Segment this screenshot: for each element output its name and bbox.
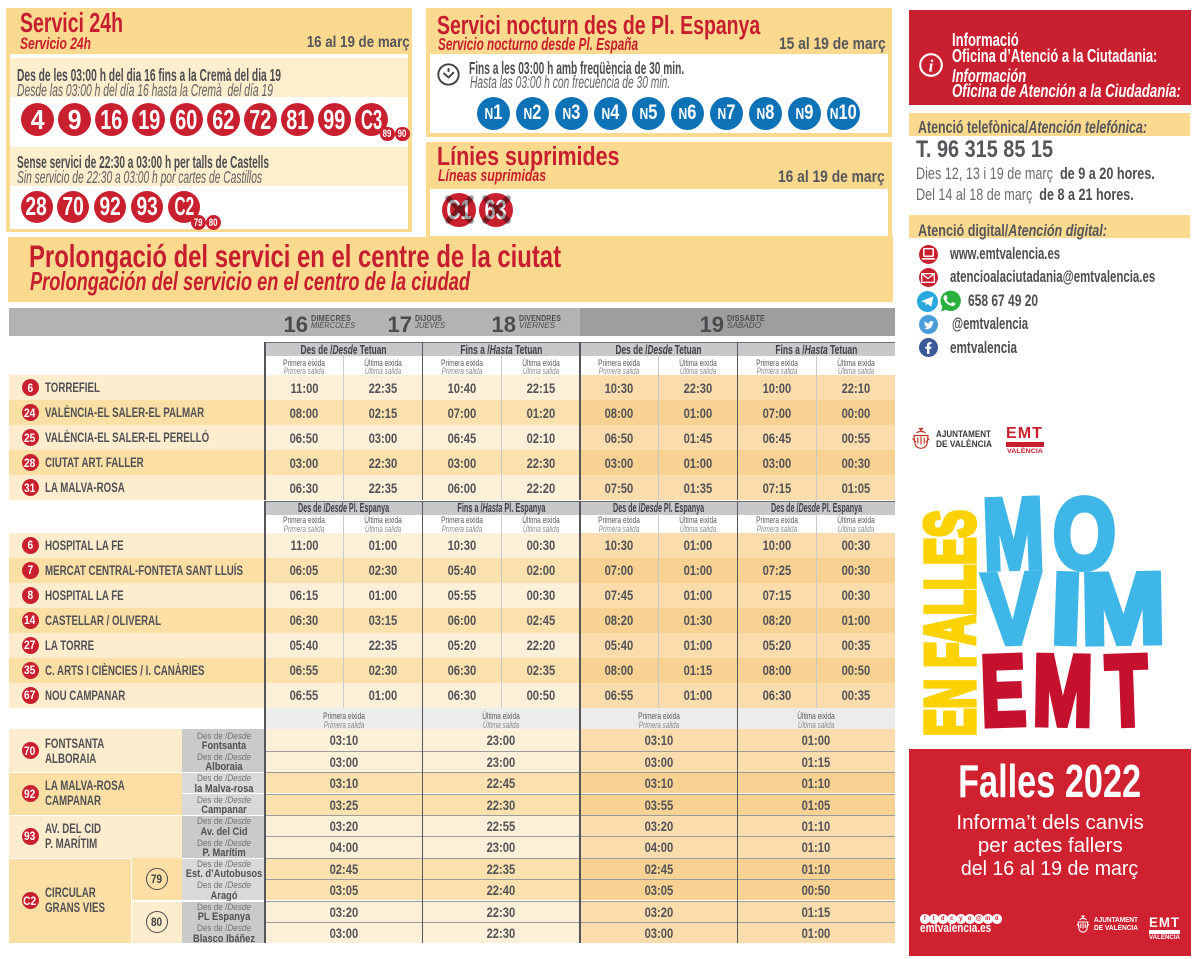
svg-text:EN FALLES: EN FALLES xyxy=(913,510,990,736)
svg-text:i: i xyxy=(928,56,933,75)
